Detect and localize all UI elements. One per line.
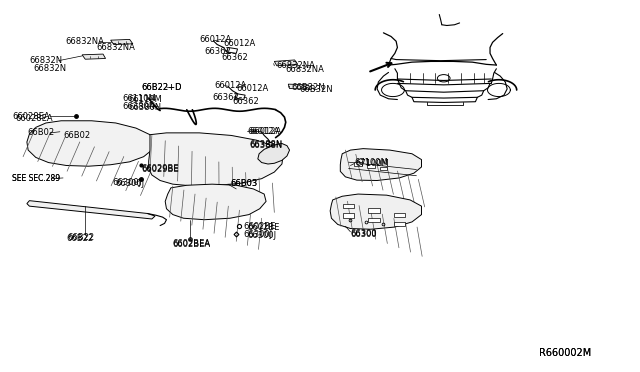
Text: 66362: 66362 <box>221 52 248 61</box>
Text: 66832NA: 66832NA <box>285 65 324 74</box>
Text: 66B02: 66B02 <box>63 131 90 140</box>
Text: 66362: 66362 <box>212 93 239 102</box>
Text: R660002M: R660002M <box>539 348 591 358</box>
FancyBboxPatch shape <box>367 164 374 168</box>
FancyBboxPatch shape <box>368 208 380 213</box>
Text: 66B22: 66B22 <box>67 233 95 242</box>
Text: 66B22: 66B22 <box>66 234 93 243</box>
Text: 66300J: 66300J <box>112 178 141 187</box>
Text: 66B32N: 66B32N <box>291 83 325 92</box>
Polygon shape <box>288 84 310 89</box>
Polygon shape <box>82 54 106 59</box>
Text: 66832NA: 66832NA <box>277 61 316 70</box>
Polygon shape <box>235 94 245 100</box>
Text: 66300: 66300 <box>351 230 377 239</box>
Text: 66B03: 66B03 <box>230 179 257 187</box>
Polygon shape <box>27 121 155 166</box>
Text: 66012A: 66012A <box>223 39 256 48</box>
Text: SEE SEC.289: SEE SEC.289 <box>12 174 60 183</box>
Text: R660002M: R660002M <box>539 348 591 358</box>
Text: 6602BEA: 6602BEA <box>173 240 211 248</box>
Text: 66300J: 66300J <box>116 179 145 187</box>
Text: 66362: 66362 <box>232 97 259 106</box>
Text: 66B32N: 66B32N <box>300 86 333 94</box>
Text: 66832NA: 66832NA <box>97 43 136 52</box>
Polygon shape <box>165 184 266 220</box>
FancyBboxPatch shape <box>343 213 355 218</box>
Text: 66028EA: 66028EA <box>15 114 53 123</box>
FancyBboxPatch shape <box>368 218 380 222</box>
Text: SEE SEC.289: SEE SEC.289 <box>12 174 60 183</box>
Text: 66B03: 66B03 <box>230 179 257 187</box>
Text: 67100M: 67100M <box>355 158 388 167</box>
Polygon shape <box>340 149 422 180</box>
Text: 66380N: 66380N <box>129 103 161 112</box>
Text: 66012A: 66012A <box>214 81 247 90</box>
Text: 66300J: 66300J <box>247 231 276 240</box>
Text: 66012A: 66012A <box>249 127 281 136</box>
Text: 66029BE: 66029BE <box>141 164 179 173</box>
Text: 66300J: 66300J <box>244 230 273 239</box>
Text: 66832N: 66832N <box>33 64 67 73</box>
FancyBboxPatch shape <box>394 213 405 217</box>
FancyBboxPatch shape <box>343 204 355 208</box>
Text: 66362: 66362 <box>205 47 231 57</box>
Text: 67100M: 67100M <box>355 159 388 168</box>
Text: 66B22+D: 66B22+D <box>141 83 182 92</box>
Polygon shape <box>227 48 237 53</box>
Polygon shape <box>330 194 422 229</box>
Text: 66388N: 66388N <box>249 141 282 150</box>
Text: 6602BEA: 6602BEA <box>173 240 211 249</box>
Text: 66012A: 66012A <box>236 84 269 93</box>
Text: 66380N: 66380N <box>122 102 155 110</box>
Text: 6602BE: 6602BE <box>247 222 280 231</box>
Text: 66388N: 66388N <box>249 141 282 150</box>
Polygon shape <box>111 39 133 45</box>
Text: 66B02: 66B02 <box>27 128 54 137</box>
Text: 66110M: 66110M <box>129 95 162 105</box>
Text: 66110M: 66110M <box>122 94 156 103</box>
Text: 66012A: 66012A <box>200 35 232 44</box>
Polygon shape <box>27 201 155 219</box>
Text: 66028EA: 66028EA <box>12 112 50 121</box>
Polygon shape <box>258 144 289 164</box>
Text: 66012A: 66012A <box>247 126 279 135</box>
FancyBboxPatch shape <box>394 222 405 226</box>
Polygon shape <box>275 60 298 66</box>
Text: 66300: 66300 <box>351 229 377 238</box>
Text: 66029BE: 66029BE <box>141 165 179 174</box>
Polygon shape <box>148 133 284 186</box>
FancyBboxPatch shape <box>380 167 387 170</box>
Text: 66832NA: 66832NA <box>65 38 104 46</box>
Text: 66832N: 66832N <box>29 56 63 65</box>
Text: 6602BE: 6602BE <box>244 222 276 231</box>
FancyBboxPatch shape <box>355 162 362 166</box>
Text: 66B22+D: 66B22+D <box>141 83 182 92</box>
